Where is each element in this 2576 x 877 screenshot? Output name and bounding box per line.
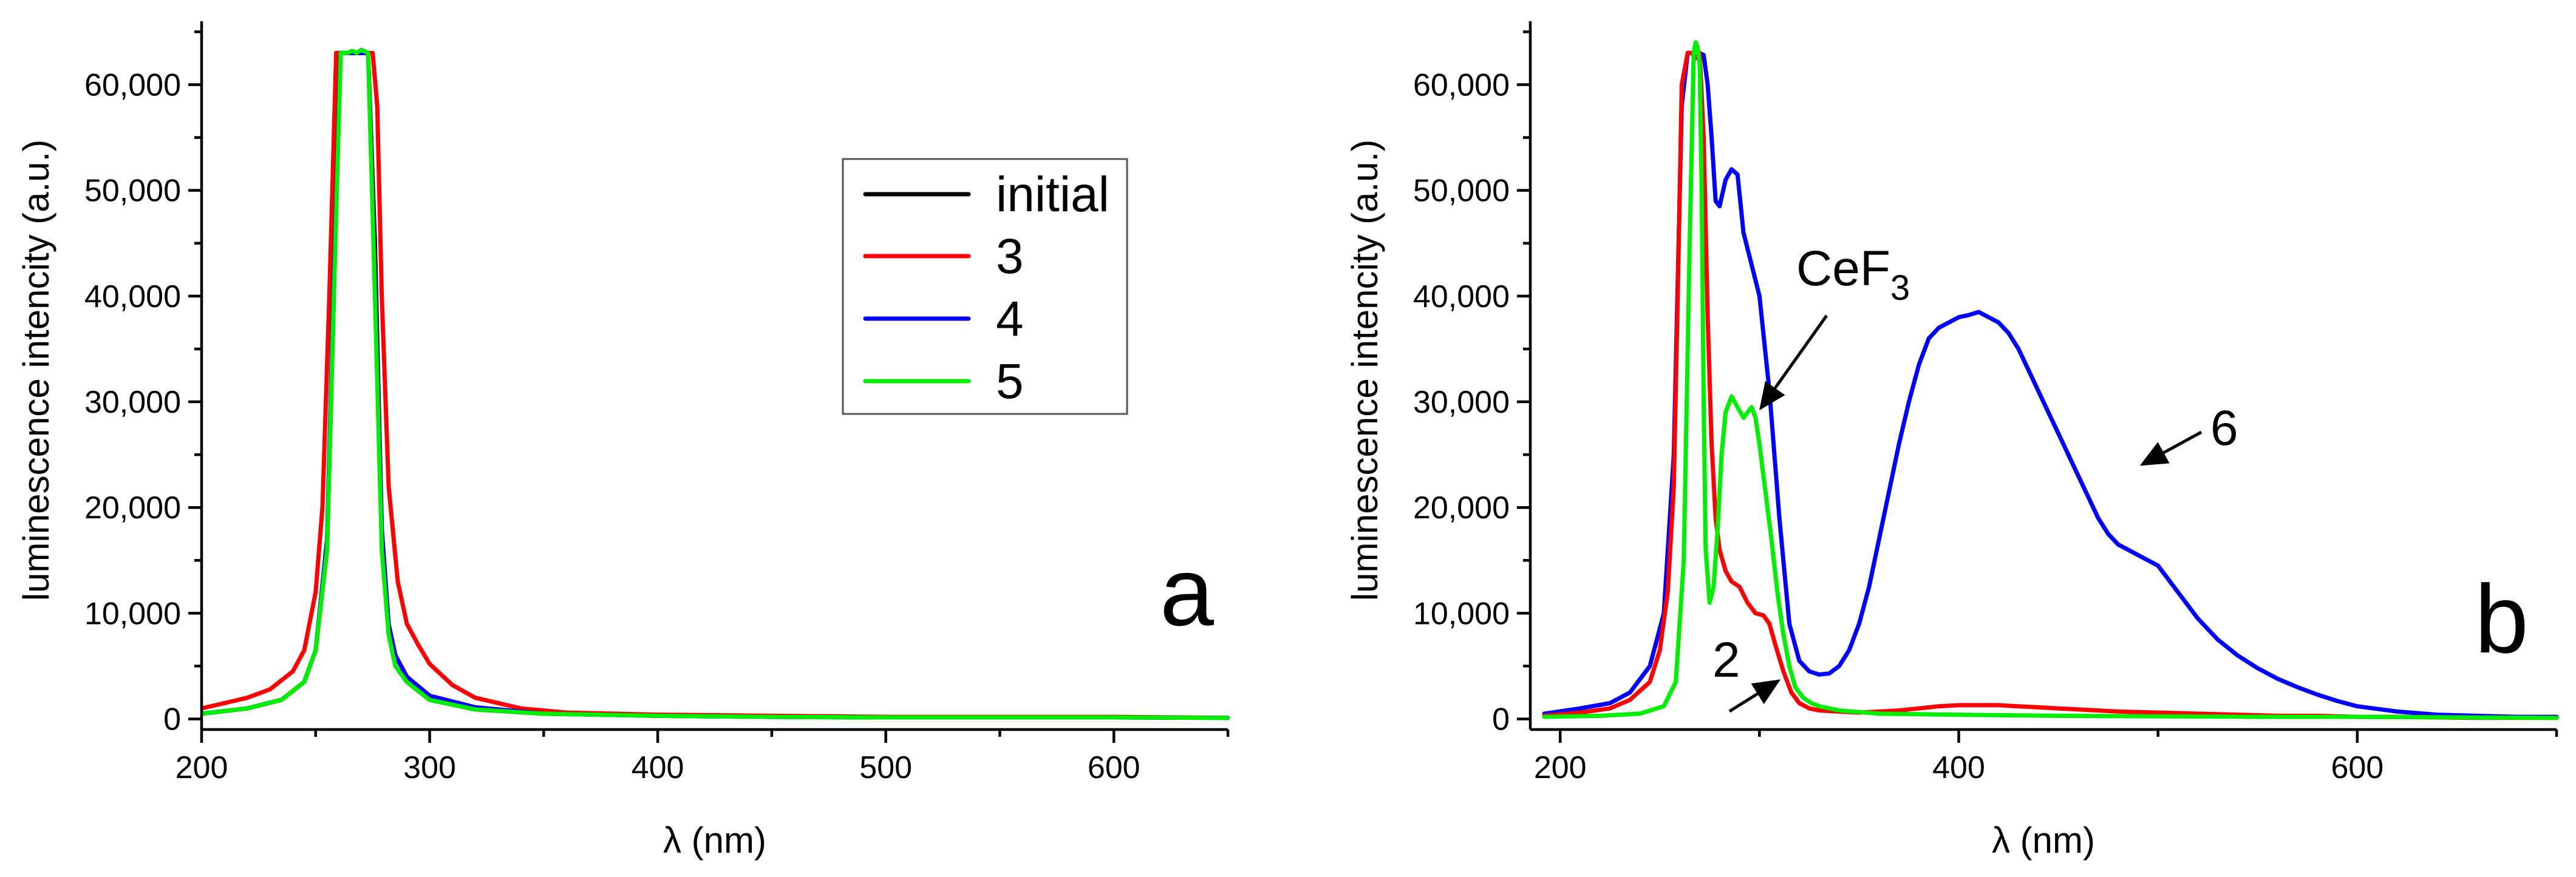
y-tick-label: 10,000	[1413, 596, 1510, 631]
y-tick-label: 60,000	[84, 68, 181, 103]
panel-b: 200 400 600 0 10,000 20,000 30,000 40,000 50,000…	[1344, 21, 2559, 861]
annotation-cef3-main: CeF	[1796, 241, 1890, 296]
legend-label-5: 5	[996, 354, 1024, 409]
x-tick-label: 300	[403, 750, 456, 785]
panel-b-ticks: 200 400 600 0 10,000 20,000 30,000 40,000 50,000…	[1413, 30, 2558, 785]
series-b-cef3	[1542, 40, 2559, 720]
x-tick-label: 500	[859, 750, 912, 785]
x-tick-label: 600	[2331, 750, 2383, 785]
y-tick-label: 30,000	[84, 385, 181, 420]
y-tick-label: 50,000	[1413, 174, 1510, 209]
x-tick-label: 200	[1534, 750, 1587, 785]
series-b-6	[1542, 50, 2559, 719]
legend-label-4: 4	[996, 291, 1024, 347]
panel-a-series-group	[200, 47, 1230, 720]
annotation-cef3-subscript: 3	[1890, 268, 1910, 308]
annotation-arrow-2	[1728, 679, 1781, 713]
y-tick-label: 0	[163, 702, 181, 737]
x-tick-label: 200	[175, 750, 228, 785]
series-a-5	[200, 47, 1230, 720]
panel-b-letter: b	[2475, 564, 2529, 673]
panel-a-x-label: λ (nm)	[663, 820, 766, 861]
annotation-label-2: 2	[1712, 632, 1740, 688]
x-tick-label: 400	[1932, 750, 1985, 785]
legend-label-initial: initial	[996, 167, 1109, 222]
panel-a-ticks: 200 300 400 500 600 0 10,000 20,000 30,000 40,000…	[84, 30, 1230, 785]
y-tick-label: 20,000	[84, 490, 181, 526]
legend-label-3: 3	[996, 229, 1024, 284]
legend: initial 3 4 5	[842, 158, 1128, 415]
x-tick-label: 600	[1088, 750, 1140, 785]
y-tick-label: 50,000	[84, 174, 181, 209]
annotation-arrow-cef3	[1759, 314, 1828, 411]
y-tick-label: 20,000	[1413, 490, 1510, 526]
y-tick-label: 10,000	[84, 596, 181, 631]
panel-a: 200 300 400 500 600 0 10,000 20,000 30,000 40,000…	[16, 21, 1230, 861]
panel-a-y-label: luminescence intencity (a.u.)	[16, 140, 56, 601]
y-tick-label: 40,000	[1413, 279, 1510, 314]
x-tick-label: 400	[632, 750, 684, 785]
panel-a-letter: a	[1160, 537, 1214, 646]
y-tick-label: 30,000	[1413, 385, 1510, 420]
legend-box	[842, 158, 1128, 415]
panel-b-x-label: λ (nm)	[1992, 820, 2095, 861]
panel-b-y-label: luminescence intencity (a.u.)	[1344, 140, 1385, 601]
y-tick-label: 60,000	[1413, 68, 1510, 103]
series-b-2	[1542, 50, 2559, 720]
annotation-label-cef3: CeF3	[1796, 241, 1910, 308]
y-tick-label: 0	[1492, 702, 1510, 737]
panel-b-series-group	[1542, 40, 2559, 720]
annotation-arrow-6	[2139, 430, 2203, 466]
y-tick-label: 40,000	[84, 279, 181, 314]
annotation-label-6: 6	[2210, 401, 2238, 456]
